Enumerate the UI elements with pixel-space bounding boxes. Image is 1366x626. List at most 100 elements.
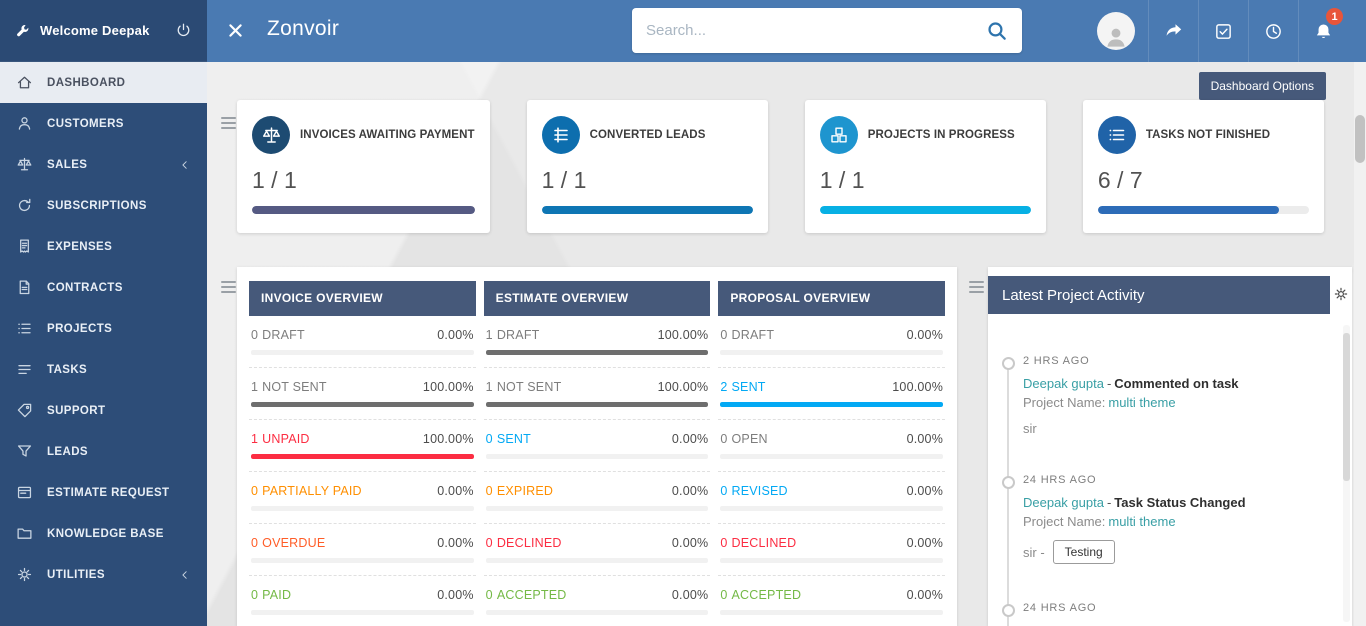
status-link[interactable]: 0 REVISED [720,484,788,498]
table-row: 1 DRAFT 100.00% [483,316,711,368]
status-link[interactable]: 0 PARTIALLY PAID [251,484,362,498]
status-percent: 0.00% [906,588,944,602]
status-progress-track [485,402,709,407]
status-percent: 0.00% [671,588,709,602]
table-row: 0 ACCEPTED 0.00% [484,576,711,626]
kpi-progress-fill [541,206,753,214]
status-link[interactable]: 0 OPEN [720,432,768,446]
status-link[interactable]: 0 PAID [251,588,292,602]
sidebar-item-label: SALES [47,158,88,171]
project-link[interactable]: multi theme [1108,395,1176,410]
sidebar-item-label: DASHBOARD [47,76,126,89]
user-icon [1107,28,1125,47]
sidebar-item-support[interactable]: SUPPORT [0,390,207,431]
drag-handle-icon[interactable] [969,281,984,293]
drag-handle-icon[interactable] [221,117,236,129]
sidebar-item-label: CUSTOMERS [47,117,124,130]
sidebar-item-projects[interactable]: PROJECTS [0,308,207,349]
status-link[interactable]: 0 OVERDUE [251,536,326,550]
menu-toggle-button[interactable] [227,22,244,39]
status-percent: 0.00% [906,328,944,342]
close-icon [229,24,242,37]
contracts-icon [19,280,30,295]
wrench-icon [17,24,29,36]
table-row: 0 PARTIALLY PAID 0.00% [249,472,476,524]
user-menu-button[interactable] [1084,0,1148,62]
status-link[interactable]: 0 DECLINED [720,536,797,550]
status-link[interactable]: 0 EXPIRED [485,484,554,498]
activity-item: 24 HRS AGO Deepak gupta - Task Status Chan… [1002,474,1336,564]
timers-button[interactable] [1248,0,1298,62]
drag-handle-icon[interactable] [221,281,236,293]
estimate-overview-table: ESTIMATE OVERVIEW 1 DRAFT 100.00% 1 NOT SEN… [483,281,711,626]
dashboard-options-button[interactable]: Dashboard Options [1198,72,1326,100]
widget-scrollbar-thumb[interactable] [1343,333,1350,481]
status-link[interactable]: 0 DECLINED [485,536,562,550]
activity-note: sir [1023,421,1037,436]
table-row: 1 NOT SENT 100.00% [249,368,476,420]
avatar [1097,12,1135,50]
notification-badge: 1 [1326,8,1343,25]
logout-button[interactable] [175,22,192,39]
status-link[interactable]: 0 DRAFT [720,328,775,342]
search-input[interactable] [646,22,986,39]
status-link[interactable]: 0 SENT [485,432,531,446]
status-link[interactable]: 0 DRAFT [251,328,305,342]
widget-title: Latest Project Activity [1002,286,1145,304]
status-link[interactable]: 1 DRAFT [485,328,540,342]
status-link[interactable]: 0 ACCEPTED [720,588,802,602]
todo-button[interactable] [1198,0,1248,62]
status-progress-fill [720,402,944,407]
table-row: 1 NOT SENT 100.00% [483,368,711,420]
status-progress-track [720,610,944,615]
kpi-progress-fill [252,206,475,214]
status-link[interactable]: 2 SENT [720,380,766,394]
status-percent: 100.00% [422,380,474,394]
sidebar-item-estimate-request[interactable]: ESTIMATE REQUEST [0,472,207,513]
table-row: 0 ACCEPTED 0.00% [718,576,945,626]
sidebar-item-label: LEADS [47,445,88,458]
status-link[interactable]: 1 NOT SENT [485,380,562,394]
sidebar-item-label: PROJECTS [47,322,113,335]
notifications-button[interactable]: 1 [1298,0,1348,62]
status-percent: 0.00% [906,432,944,446]
activity-time: 24 HRS AGO [1023,602,1097,614]
sidebar-item-label: TASKS [47,363,88,376]
status-progress-track [720,558,944,563]
task-tag[interactable]: Testing [1052,540,1115,564]
sidebar-item-expenses[interactable]: EXPENSES [0,226,207,267]
status-link[interactable]: 1 NOT SENT [251,380,327,394]
table-row: 0 DRAFT 0.00% [249,316,476,368]
widget-settings-button[interactable] [1333,286,1349,302]
sidebar-item-leads[interactable]: LEADS [0,431,207,472]
sidebar-item-tasks[interactable]: TASKS [0,349,207,390]
chevron-left-icon [182,160,187,169]
kpi-progress-fill [1097,206,1280,214]
quick-share-button[interactable] [1148,0,1198,62]
sidebar-item-customers[interactable]: CUSTOMERS [0,103,207,144]
status-percent: 100.00% [657,328,709,342]
sidebar-item-sales[interactable]: SALES [0,144,207,185]
activity-time: 24 HRS AGO [1023,474,1097,486]
kpi-progress-track [541,206,753,214]
user-link[interactable]: Deepak gupta [1023,495,1104,510]
estimate-request-icon [17,486,32,499]
table-row: 0 PAID 0.00% [249,576,476,626]
user-link[interactable]: Deepak gupta [1023,376,1104,391]
project-link[interactable]: multi theme [1108,514,1176,529]
status-link[interactable]: 1 UNPAID [251,432,310,446]
search-button[interactable] [986,20,1008,42]
invoice-overview-table: INVOICE OVERVIEW 0 DRAFT 0.00% 1 NOT SENT 10… [249,281,476,626]
widget-header: Latest Project Activity [988,276,1330,314]
sidebar-item-utilities[interactable]: UTILITIES [0,554,207,595]
sidebar-item-knowledge-base[interactable]: KNOWLEDGE BASE [0,513,207,554]
status-percent: 0.00% [437,484,474,498]
sidebar-item-subscriptions[interactable]: SUBSCRIPTIONS [0,185,207,226]
table-row: 0 OPEN 0.00% [718,420,946,472]
status-link[interactable]: 0 ACCEPTED [485,588,567,602]
list-icon [1097,116,1136,154]
sidebar-item-dashboard[interactable]: DASHBOARD [0,62,207,103]
page-scrollbar-thumb[interactable] [1355,115,1365,163]
main-content: Dashboard Options INVOICES AWAITING PAYM… [207,62,1354,626]
sidebar-item-contracts[interactable]: CONTRACTS [0,267,207,308]
